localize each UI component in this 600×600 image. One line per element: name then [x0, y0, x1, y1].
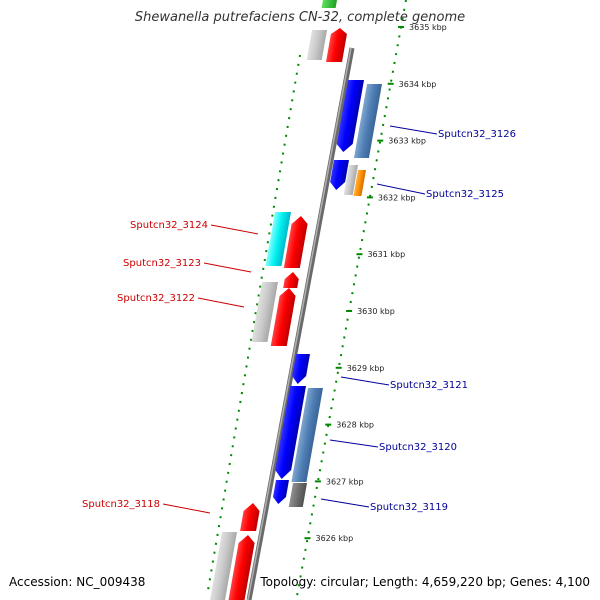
gene-label[interactable]: Sputcn32_3121 [390, 380, 468, 391]
label-leader-line [329, 439, 379, 448]
tick-label: 3635 kbp [409, 23, 447, 32]
gene-red-3123 [283, 272, 299, 288]
tick-label: 3627 kbp [326, 477, 364, 486]
tick-label: 3626 kbp [316, 534, 354, 543]
gene-label[interactable]: Sputcn32_3118 [82, 499, 160, 510]
outer-ring [296, 0, 407, 597]
label-leader-line [389, 125, 438, 135]
gene-red-3122 [270, 288, 296, 346]
label-leader-line [210, 224, 259, 235]
map-title: Shewanella putrefaciens CN-32, complete … [134, 10, 466, 25]
gene-grey-bottom [209, 532, 237, 600]
gene-label[interactable]: Sputcn32_3126 [438, 129, 516, 140]
label-layer: Sputcn32_3126 Sputcn32_3125 Sputcn32_3124 S… [82, 125, 516, 514]
gene-blue-3126 [336, 80, 364, 152]
gene-red-bottom [227, 535, 255, 600]
gene-label[interactable]: Sputcn32_3125 [426, 189, 504, 200]
label-leader-line [162, 503, 211, 514]
gene-orange-3125 [353, 170, 366, 196]
gene-label[interactable]: Sputcn32_3120 [379, 442, 457, 453]
accession-text: Accession: NC_009438 [9, 575, 146, 589]
tick-label: 3630 kbp [357, 307, 395, 316]
gene-blue-3121 [292, 354, 310, 384]
genome-summary-text: Topology: circular; Length: 4,659,220 bp… [260, 575, 590, 589]
gene-blue-3120 [275, 386, 306, 479]
gene-label[interactable]: Sputcn32_3119 [370, 502, 448, 513]
gene-grey-3125 [343, 165, 358, 195]
tick-label: 3631 kbp [367, 250, 405, 259]
gene-cyan-3124 [265, 212, 291, 266]
gene-red-3124 [283, 216, 308, 268]
gene-steel-3120 [291, 388, 323, 482]
gene-top-green [321, 0, 337, 8]
gene-label[interactable]: Sputcn32_3123 [123, 258, 201, 269]
gene-blue-3119 [273, 480, 289, 504]
tick-label: 3628 kbp [336, 421, 374, 430]
gene-blue-3125 [330, 160, 349, 190]
inner-ring [206, 54, 301, 597]
backbone-line [246, 47, 355, 600]
tick-label: 3632 kbp [378, 193, 416, 202]
label-leader-line [376, 183, 426, 195]
gene-dark-3119 [288, 483, 307, 507]
gene-steel-3126 [353, 84, 382, 158]
gene-label[interactable]: Sputcn32_3122 [117, 293, 195, 304]
label-leader-line [197, 297, 245, 308]
gene-top-grey [306, 30, 327, 60]
tick-label: 3633 kbp [388, 137, 426, 146]
gene-top-red [326, 28, 347, 62]
label-leader-line [340, 376, 390, 386]
label-leader-line [320, 498, 370, 508]
label-leader-line [203, 262, 252, 273]
gene-red-3118 [240, 503, 260, 531]
tick-label: 3634 kbp [399, 80, 437, 89]
tick-layer: 3635 kbp 3634 kbp 3633 kbp 3632 kbp 3631 kbp… [304, 23, 447, 543]
gene-label[interactable]: Sputcn32_3124 [130, 220, 208, 231]
tick-label: 3629 kbp [347, 364, 385, 373]
gene-grey-3122 [251, 282, 278, 342]
